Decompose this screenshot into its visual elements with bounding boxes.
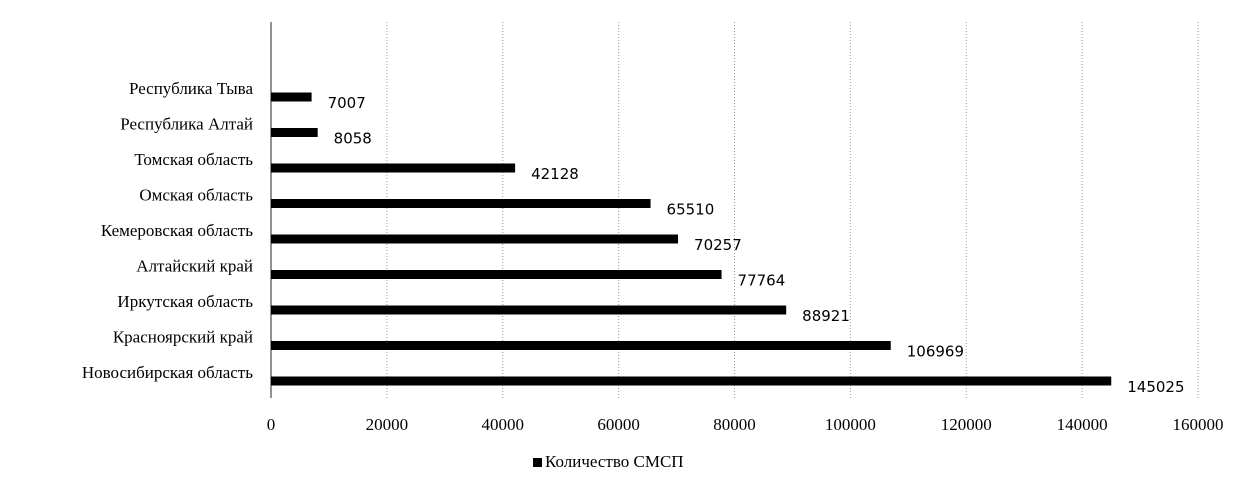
data-labels: 145025 106969 88921 77764 70257 65510 42128 805… [328, 94, 1185, 396]
data-label: 65510 [667, 201, 715, 219]
bar [271, 199, 651, 208]
data-label: 70257 [694, 236, 742, 254]
data-label: 77764 [738, 272, 786, 290]
x-tick-label: 20000 [366, 415, 409, 434]
data-label: 145025 [1127, 378, 1184, 396]
bar [271, 305, 787, 315]
bar [271, 163, 516, 173]
category-labels: Новосибирская область Красноярский край Ир… [82, 79, 254, 382]
bar [271, 376, 1112, 386]
bar [271, 234, 679, 244]
bar [271, 341, 891, 350]
legend-swatch [533, 458, 542, 467]
category-label: Красноярский край [113, 328, 253, 347]
x-tick-label: 0 [267, 415, 276, 434]
bars [271, 92, 1112, 386]
data-label: 42128 [531, 165, 579, 183]
category-label: Омская область [139, 186, 253, 205]
data-label: 106969 [907, 343, 964, 361]
x-axis-tick-labels: 0 20000 40000 60000 80000 100000 120000 140000 1… [267, 415, 1224, 434]
x-tick-label: 100000 [825, 415, 876, 434]
x-tick-label: 160000 [1173, 415, 1224, 434]
x-tick-label: 40000 [482, 415, 525, 434]
category-label: Томская область [134, 150, 253, 169]
category-label: Республика Тыва [129, 79, 253, 98]
data-label: 7007 [328, 94, 366, 112]
data-label: 88921 [802, 307, 850, 325]
x-tick-label: 80000 [713, 415, 756, 434]
bar [271, 92, 312, 102]
x-tick-label: 60000 [597, 415, 640, 434]
bar [271, 270, 722, 279]
data-label: 8058 [334, 130, 372, 148]
category-label: Новосибирская область [82, 363, 253, 382]
bar [271, 128, 318, 137]
category-label: Иркутская область [117, 292, 253, 311]
grid-lines [270, 22, 1199, 398]
category-label: Кемеровская область [101, 221, 253, 240]
legend: Количество СМСП [533, 452, 684, 471]
category-label: Республика Алтай [120, 115, 253, 134]
category-label: Алтайский край [136, 257, 253, 276]
legend-label: Количество СМСП [545, 452, 684, 471]
x-tick-label: 140000 [1057, 415, 1108, 434]
x-tick-label: 120000 [941, 415, 992, 434]
